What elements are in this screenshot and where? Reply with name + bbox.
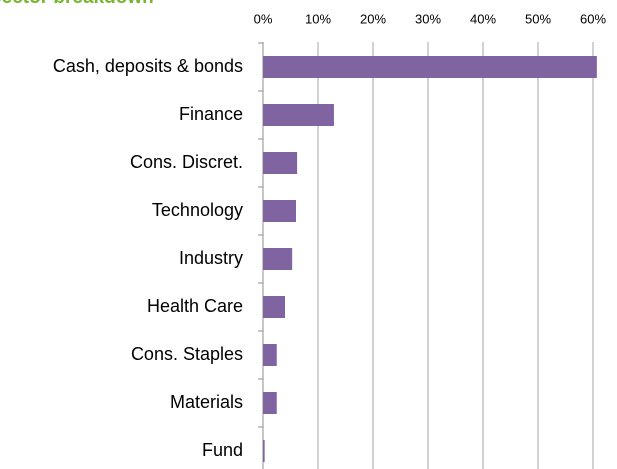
- x-tick-label: 30%: [415, 11, 441, 26]
- y-tick-label: Technology: [152, 200, 243, 220]
- bar: [263, 296, 285, 318]
- x-tick-label: 0%: [254, 11, 273, 26]
- y-tick-label: Finance: [179, 104, 243, 124]
- bar: [263, 392, 277, 414]
- y-tick-label: Cons. Staples: [131, 344, 243, 364]
- y-tick-label: Industry: [179, 248, 243, 268]
- x-tick-label: 20%: [360, 11, 386, 26]
- y-tick-label: Fund: [202, 440, 243, 460]
- x-tick-label: 40%: [470, 11, 496, 26]
- bar: [263, 440, 265, 462]
- x-tick-label: 10%: [305, 11, 331, 26]
- y-tick-label: Health Care: [147, 296, 243, 316]
- chart-title: Sector breakdown: [0, 0, 154, 8]
- bar: [263, 56, 597, 78]
- bar: [263, 200, 296, 222]
- bar: [263, 344, 277, 366]
- bar: [263, 104, 334, 126]
- x-tick-label: 60%: [580, 11, 606, 26]
- y-tick-label: Materials: [170, 392, 243, 412]
- x-tick-label: 50%: [525, 11, 551, 26]
- bar: [263, 248, 293, 270]
- y-tick-label: Cash, deposits & bonds: [53, 56, 243, 76]
- bar: [263, 152, 298, 174]
- y-tick-label: Cons. Discret.: [130, 152, 243, 172]
